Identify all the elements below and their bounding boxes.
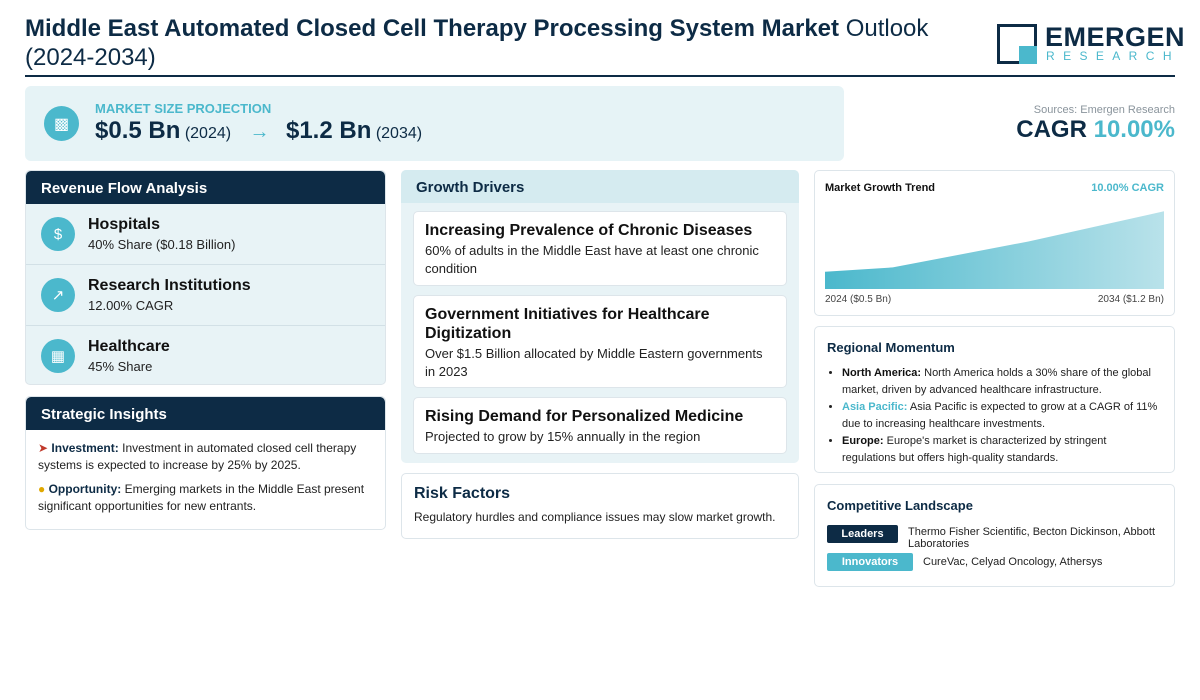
trend-area [825,211,1164,289]
projection-values: $0.5 Bn (2024) → $1.2 Bn (2034) [95,117,422,145]
arrow-right-icon: → [249,121,270,143]
competitive-landscape-title: Competitive Landscape [827,498,973,513]
projection-label: MARKET SIZE PROJECTION [95,101,272,116]
region-label: Europe: [842,435,884,447]
region-text: Asia Pacific is expected to grow at a CA… [842,401,1158,430]
revenue-item-name: Hospitals [88,216,161,233]
regional-momentum-panel: Regional Momentum North America: North A… [814,326,1175,473]
logo-sub-text: RESEARCH [1046,49,1180,63]
start-value: $0.5 Bn [95,117,181,144]
driver-title: Government Initiatives for Healthcare Di… [425,306,710,342]
leaders-row: Leaders Thermo Fisher Scientific, Becton… [827,525,1162,553]
driver-desc: Projected to grow by 15% annually in the… [425,429,701,444]
revenue-item: ↗ Research Institutions 12.00% CAGR [26,265,385,326]
end-value: $1.2 Bn [285,117,372,144]
trend-cagr: 10.00% CAGR [1091,182,1164,194]
region-item: Asia Pacific: Asia Pacific is expected t… [842,399,1162,433]
logo-main-text: EMERGEN [1045,22,1186,52]
strategic-insights-panel: Strategic Insights ➤ Investment: Investm… [25,396,386,530]
region-item: North America: North America holds a 30%… [842,365,1162,399]
opportunity-insight: ● Opportunity: Emerging markets in the M… [38,481,373,515]
cagr-value: 10.00% [1093,116,1175,143]
cagr-label: CAGR [1016,116,1087,143]
page-title: Middle East Automated Closed Cell Therap… [25,14,965,72]
page-header: Middle East Automated Closed Cell Therap… [25,14,1185,77]
revenue-item-sub: 40% Share ($0.18 Billion) [88,237,236,252]
trend-title: Market Growth Trend [825,182,936,194]
region-label: North America: [842,367,922,379]
leaders-badge: Leaders [827,525,898,543]
revenue-item: ▦ Healthcare 45% Share [26,326,385,384]
chart-icon: ▩ [44,106,79,141]
trend-area-chart [825,211,1164,289]
innovators-row: Innovators CureVac, Celyad Oncology, Ath… [827,553,1162,573]
market-growth-trend-panel: Market Growth Trend 10.00% CAGR 2024 ($0… [814,170,1175,316]
revenue-item-name: Healthcare [88,338,170,355]
market-size-projection: ▩ MARKET SIZE PROJECTION $0.5 Bn (2024) … [25,86,844,161]
building-icon: ▦ [41,339,75,373]
driver-desc: Over $1.5 Billion allocated by Middle Ea… [425,346,763,379]
region-text: Europe's market is characterized by stri… [842,435,1107,464]
investment-text: Investment in automated closed cell ther… [38,441,357,472]
rocket-icon: ➤ [38,441,49,455]
risk-factors-panel: Risk Factors Regulatory hurdles and comp… [401,473,799,539]
revenue-item-name: Research Institutions [88,277,251,294]
driver-title: Rising Demand for Personalized Medicine [425,408,744,425]
end-year: (2034) [375,125,423,142]
trend-chart-icon: ↗ [41,278,75,312]
strategic-insights-title: Strategic Insights [26,397,385,430]
title-bold: Middle East Automated Closed Cell Therap… [25,15,840,42]
sources-text: Sources: Emergen Research [1033,104,1175,116]
opportunity-label: Opportunity: [48,482,122,496]
growth-driver-card: Rising Demand for Personalized Medicine … [413,397,787,454]
driver-title: Increasing Prevalence of Chronic Disease… [425,222,753,239]
revenue-item-sub: 12.00% CAGR [88,298,174,313]
regional-momentum-title: Regional Momentum [827,340,955,355]
region-text: North America holds a 30% share of the g… [842,367,1151,396]
emergen-logo: EMERGEN RESEARCH [997,22,1185,64]
driver-desc: 60% of adults in the Middle East have at… [425,243,759,276]
growth-driver-card: Government Initiatives for Healthcare Di… [413,295,787,388]
investment-label: Investment: [51,441,119,455]
cagr-summary: CAGR 10.00% [1016,116,1175,144]
title-rest: Outlook (2024-2034) [25,15,929,71]
lightbulb-icon: ● [38,482,46,496]
risk-title: Risk Factors [414,485,511,502]
revenue-item: $ Hospitals 40% Share ($0.18 Billion) [26,204,385,265]
revenue-flow-title: Revenue Flow Analysis [26,171,385,204]
revenue-item-sub: 45% Share [88,359,153,374]
leaders-text: Thermo Fisher Scientific, Becton Dickins… [908,526,1155,550]
growth-drivers-title: Growth Drivers [401,170,799,203]
start-year: (2024) [184,125,232,142]
risk-desc: Regulatory hurdles and compliance issues… [414,510,776,524]
trend-start-label: 2024 ($0.5 Bn) [825,294,892,305]
region-label: Asia Pacific: [842,401,908,413]
region-item: Europe: Europe's market is characterized… [842,433,1162,467]
innovators-text: CureVac, Celyad Oncology, Athersys [923,556,1103,568]
investment-insight: ➤ Investment: Investment in automated cl… [38,440,373,474]
trend-end-label: 2034 ($1.2 Bn) [1097,294,1164,305]
revenue-flow-panel: Revenue Flow Analysis $ Hospitals 40% Sh… [25,170,386,385]
growth-drivers-panel: Growth Drivers Increasing Prevalence of … [401,170,799,463]
competitive-landscape-panel: Competitive Landscape Leaders Thermo Fis… [814,484,1175,587]
innovators-badge: Innovators [827,553,913,571]
logo-mark-icon [997,24,1037,64]
money-bag-icon: $ [41,217,75,251]
opportunity-text: Emerging markets in the Middle East pres… [38,482,365,513]
growth-driver-card: Increasing Prevalence of Chronic Disease… [413,211,787,286]
